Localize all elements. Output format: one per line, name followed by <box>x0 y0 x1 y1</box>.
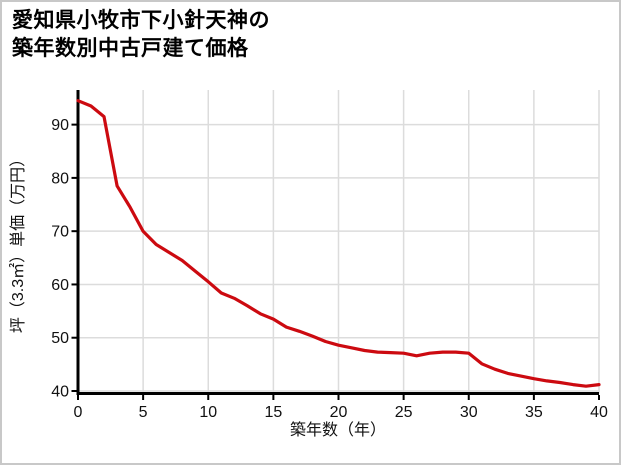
chart-title: 愛知県小牧市下小針天神の 築年数別中古戸建て価格 <box>12 7 270 63</box>
x-axis-title: 築年数（年） <box>290 421 386 439</box>
y-tick-label: 80 <box>51 170 69 187</box>
y-tick-label: 50 <box>51 330 69 347</box>
y-tick-label: 40 <box>51 384 69 401</box>
x-tick-label: 20 <box>330 404 348 421</box>
y-tick-label: 90 <box>51 117 69 134</box>
y-axis-title: 坪（3.3㎡）単価（万円） <box>9 151 27 333</box>
x-tick-label: 35 <box>525 404 543 421</box>
y-tick-label: 60 <box>51 277 69 294</box>
x-tick-label: 25 <box>395 404 413 421</box>
price-line <box>76 99 601 388</box>
x-tick-label: 5 <box>139 404 148 421</box>
x-tick-label: 40 <box>590 404 608 421</box>
x-tick-label: 15 <box>264 404 282 421</box>
chart-title-line2: 築年数別中古戸建て価格 <box>12 37 249 60</box>
y-tick-label: 70 <box>51 224 69 241</box>
plot-area: 0 5 10 15 20 25 30 35 40 40 50 60 70 80 90 <box>51 90 608 421</box>
x-tick-label: 0 <box>74 404 83 421</box>
x-tick-label: 30 <box>460 404 478 421</box>
chart-title-line1: 愛知県小牧市下小針天神の <box>12 9 270 32</box>
x-tick-label: 10 <box>199 404 217 421</box>
